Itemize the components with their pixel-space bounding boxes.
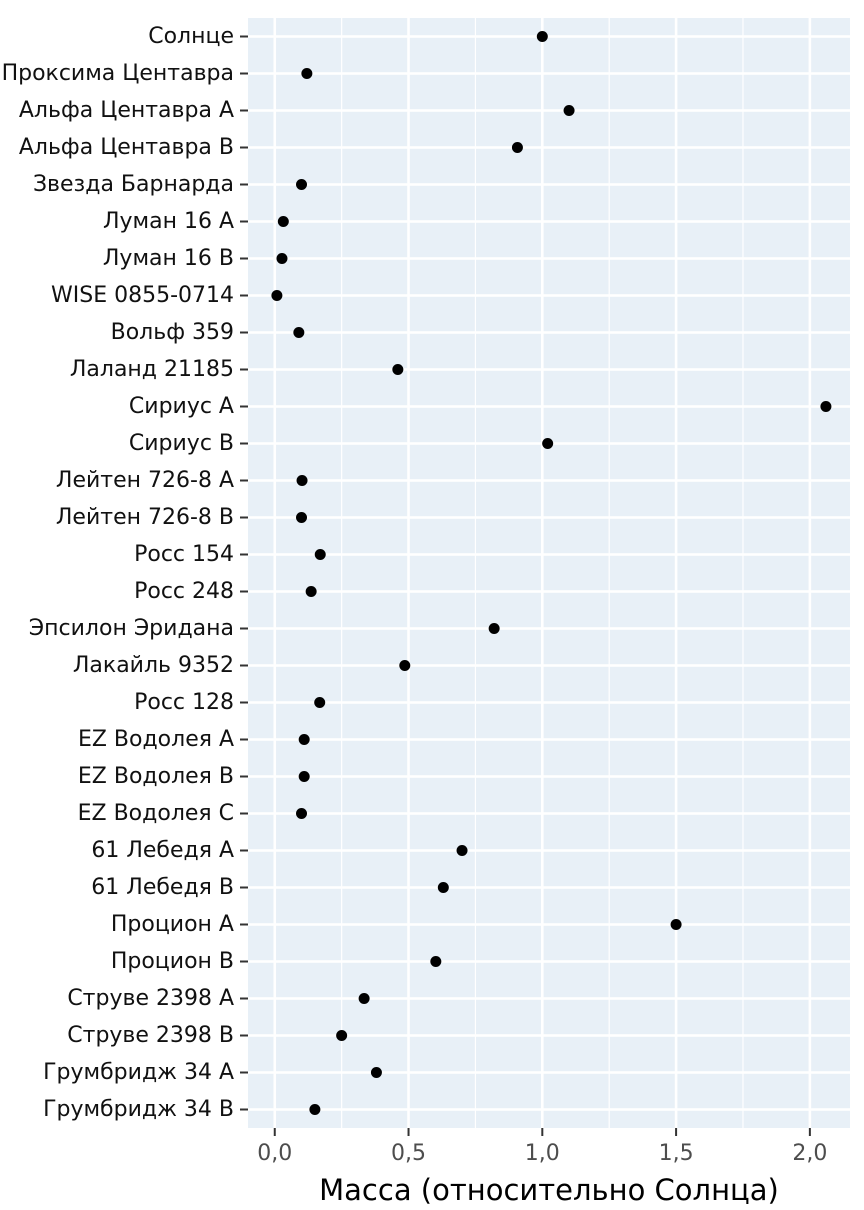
y-tick-label: Лейтен 726-8 B [56, 505, 234, 530]
data-point [536, 31, 548, 42]
y-tick-label: Грумбридж 34 A [43, 1060, 234, 1085]
data-point [309, 1104, 321, 1115]
y-tick-label: EZ Водолея B [78, 764, 234, 789]
y-tick-label: Проксима Центавра [2, 61, 234, 86]
data-point [271, 290, 283, 301]
data-point [336, 1030, 348, 1041]
data-point [670, 919, 682, 930]
y-tick-label: Грумбридж 34 B [43, 1097, 234, 1122]
data-point [276, 253, 288, 264]
y-tick-label: Процион A [111, 912, 234, 937]
x-tick-label: 1,0 [525, 1141, 560, 1166]
y-tick-label: Росс 248 [134, 579, 234, 604]
y-tick-label: Звезда Барнарда [33, 172, 234, 197]
data-point [399, 660, 411, 671]
x-tick-label: 1,5 [659, 1141, 694, 1166]
data-point [456, 845, 468, 856]
y-tick-label: 61 Лебедя B [91, 875, 234, 900]
data-point [296, 179, 308, 190]
data-point [370, 1067, 382, 1078]
y-tick-label: Лакайль 9352 [73, 653, 234, 678]
data-points [271, 31, 832, 1115]
data-point [542, 438, 554, 449]
grid-lines [248, 18, 850, 1128]
data-point [298, 771, 310, 782]
data-point [277, 216, 289, 227]
y-tick-label: Лейтен 726-8 A [56, 468, 234, 493]
y-tick-label: WISE 0855-0714 [51, 283, 234, 308]
y-tick-label: Вольф 359 [111, 320, 234, 345]
y-axis: Солнце Проксима Центавра Альфа Центавра A А… [2, 24, 248, 1122]
data-point [314, 549, 326, 560]
data-point [296, 475, 308, 486]
y-tick-label: Луман 16 A [103, 209, 234, 234]
y-tick-label: Струве 2398 B [67, 1023, 234, 1048]
data-point [511, 142, 523, 153]
x-tick-label: 2,0 [792, 1141, 827, 1166]
data-point [563, 105, 575, 116]
y-tick-label: Лаланд 21185 [70, 357, 234, 382]
y-tick-label: EZ Водолея A [78, 727, 234, 752]
data-point [437, 882, 449, 893]
plot-panel [248, 18, 850, 1128]
y-tick-label: Росс 154 [134, 542, 234, 567]
data-point [314, 697, 326, 708]
y-tick-label: Росс 128 [134, 690, 234, 715]
data-point [358, 993, 370, 1004]
data-point [488, 623, 500, 634]
y-tick-label: Эпсилон Эридана [29, 616, 234, 641]
x-axis: 0,0 0,5 1,0 1,5 2,0 [257, 1128, 827, 1166]
data-point [296, 808, 308, 819]
y-tick-label: Луман 16 B [103, 246, 234, 271]
y-tick-label: Альфа Центавра A [19, 98, 234, 123]
data-point [430, 956, 442, 967]
data-point [392, 364, 404, 375]
x-tick-label: 0,5 [391, 1141, 426, 1166]
data-point [820, 401, 832, 412]
y-tick-label: EZ Водолея C [78, 801, 234, 826]
y-tick-label: Альфа Центавра B [19, 135, 234, 160]
data-point [293, 327, 305, 338]
y-tick-label: Сириус A [129, 394, 234, 419]
y-tick-label: Процион B [111, 949, 234, 974]
x-tick-label: 0,0 [257, 1141, 292, 1166]
data-point [301, 68, 313, 79]
y-tick-label: 61 Лебедя A [91, 838, 234, 863]
x-axis-title: Масса (относительно Солнца) [319, 1173, 779, 1207]
data-point [296, 512, 308, 523]
y-tick-label: Сириус B [129, 431, 234, 456]
data-point [298, 734, 310, 745]
y-tick-label: Солнце [148, 24, 234, 49]
y-tick-label: Струве 2398 A [67, 986, 234, 1011]
data-point [305, 586, 317, 597]
